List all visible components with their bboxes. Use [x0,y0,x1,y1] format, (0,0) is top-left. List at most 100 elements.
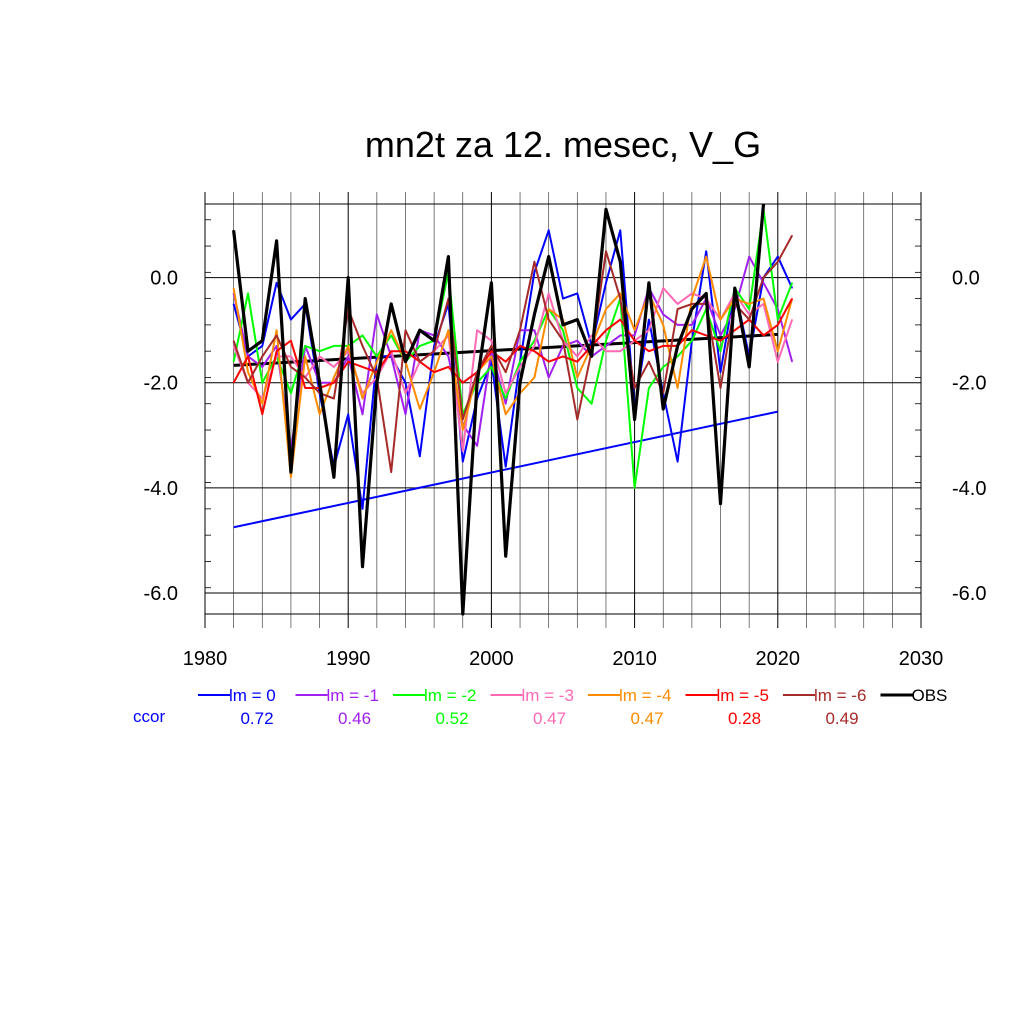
data-point [605,282,607,284]
data-point [548,308,550,310]
data-point [605,308,607,310]
data-point [576,387,578,389]
data-point [705,256,707,258]
data-point [591,403,593,405]
data-point [648,350,650,352]
data-point [505,392,507,394]
data-point [490,350,492,352]
data-point [748,303,750,305]
data-point [505,413,507,415]
data-point [662,366,664,368]
data-point [576,376,578,378]
y-tick-label-left: -6.0 [144,583,178,605]
data-point [533,271,535,273]
data-point [362,508,364,510]
ccor-label: ccor [133,707,165,726]
data-point [777,256,779,258]
data-point [791,298,793,300]
data-point [319,350,321,352]
data-point [362,397,364,399]
data-point [233,361,235,363]
data-point [376,313,378,315]
data-point [605,250,607,252]
data-point [677,345,679,347]
data-point [677,324,679,326]
data-point [233,340,235,342]
data-point [362,566,364,568]
data-point [634,487,636,489]
data-point [476,329,478,331]
data-point [261,413,263,415]
data-point [333,397,335,399]
data-point [720,350,722,352]
data-point [261,345,263,347]
data-point [490,355,492,357]
data-point [720,334,722,336]
ccor-value-6: 0.49 [825,709,858,728]
data-point [777,261,779,263]
data-point [619,292,621,294]
data-point [634,334,636,336]
data-point [720,371,722,373]
data-point [333,345,335,347]
data-point [404,382,406,384]
data-point [762,203,764,205]
data-point [519,361,521,363]
data-point [619,350,621,352]
data-point [548,292,550,294]
data-point [376,355,378,357]
data-point [376,382,378,384]
data-point [319,382,321,384]
data-point [433,340,435,342]
legend-label-3: lm = -3 [522,686,574,705]
data-point [591,355,593,357]
data-point [233,303,235,305]
data-point [533,350,535,352]
data-point [333,476,335,478]
data-point [748,366,750,368]
data-point [648,361,650,363]
data-point [634,340,636,342]
chart-title: mn2t za 12. mesec, V_G [365,124,761,165]
data-point [276,350,278,352]
data-point [319,355,321,357]
data-point [319,413,321,415]
data-point [562,298,564,300]
data-point [634,329,636,331]
data-point [777,361,779,363]
data-point [347,350,349,352]
data-point [304,376,306,378]
data-point [648,282,650,284]
series-line [232,287,794,453]
series-line [232,203,766,616]
legend-label-1: lm = -1 [327,686,379,705]
x-tick-label: 2010 [612,648,657,670]
data-point [233,382,235,384]
data-point [777,324,779,326]
data-point [462,429,464,431]
ccor-value-2: 0.52 [435,709,468,728]
data-point [705,250,707,252]
y-tick-label-left: 0.0 [150,268,178,290]
data-point [390,471,392,473]
legend-label-4: lm = -4 [619,686,671,705]
x-tick-label: 2030 [899,648,944,670]
data-point [247,371,249,373]
data-point [677,308,679,310]
data-point [261,382,263,384]
data-point [276,334,278,336]
data-point [362,392,364,394]
data-point [634,387,636,389]
data-point [748,313,750,315]
data-point [276,345,278,347]
data-point [304,298,306,300]
data-point [447,366,449,368]
data-point [777,308,779,310]
data-point [276,240,278,242]
data-point [734,287,736,289]
data-point [333,382,335,384]
series-line [232,255,794,453]
data-point [376,361,378,363]
data-point [362,366,364,368]
legend-label-7: OBS [912,686,948,705]
